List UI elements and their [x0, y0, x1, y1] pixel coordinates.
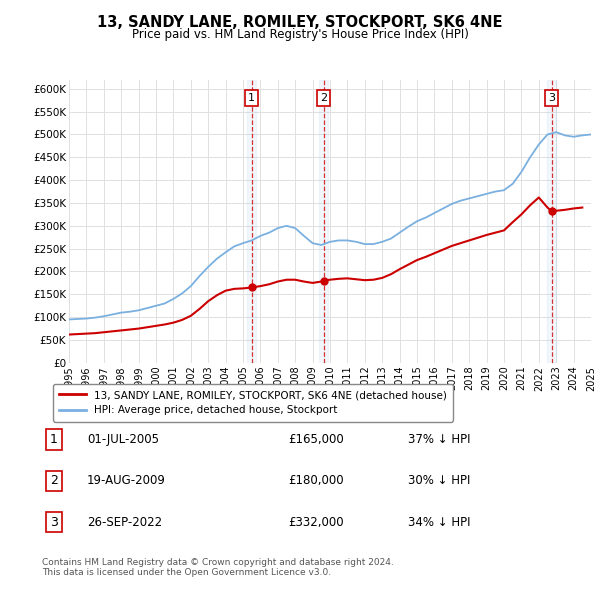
Bar	[247, 80, 256, 363]
Text: 34% ↓ HPI: 34% ↓ HPI	[408, 516, 470, 529]
Text: 30% ↓ HPI: 30% ↓ HPI	[408, 474, 470, 487]
Text: 19-AUG-2009: 19-AUG-2009	[87, 474, 166, 487]
Text: 3: 3	[548, 93, 555, 103]
Text: £332,000: £332,000	[288, 516, 344, 529]
Text: 3: 3	[50, 516, 58, 529]
Text: 26-SEP-2022: 26-SEP-2022	[87, 516, 162, 529]
Text: £165,000: £165,000	[288, 433, 344, 446]
Text: Price paid vs. HM Land Registry's House Price Index (HPI): Price paid vs. HM Land Registry's House …	[131, 28, 469, 41]
Text: 13, SANDY LANE, ROMILEY, STOCKPORT, SK6 4NE: 13, SANDY LANE, ROMILEY, STOCKPORT, SK6 …	[97, 15, 503, 30]
Bar	[319, 80, 328, 363]
Text: 2: 2	[320, 93, 327, 103]
Legend: 13, SANDY LANE, ROMILEY, STOCKPORT, SK6 4NE (detached house), HPI: Average price: 13, SANDY LANE, ROMILEY, STOCKPORT, SK6 …	[53, 384, 453, 421]
Text: £180,000: £180,000	[288, 474, 344, 487]
Text: 1: 1	[248, 93, 255, 103]
Text: Contains HM Land Registry data © Crown copyright and database right 2024.
This d: Contains HM Land Registry data © Crown c…	[42, 558, 394, 577]
Bar	[547, 80, 556, 363]
Text: 01-JUL-2005: 01-JUL-2005	[87, 433, 159, 446]
Text: 2: 2	[50, 474, 58, 487]
Text: 1: 1	[50, 433, 58, 446]
Text: 37% ↓ HPI: 37% ↓ HPI	[408, 433, 470, 446]
